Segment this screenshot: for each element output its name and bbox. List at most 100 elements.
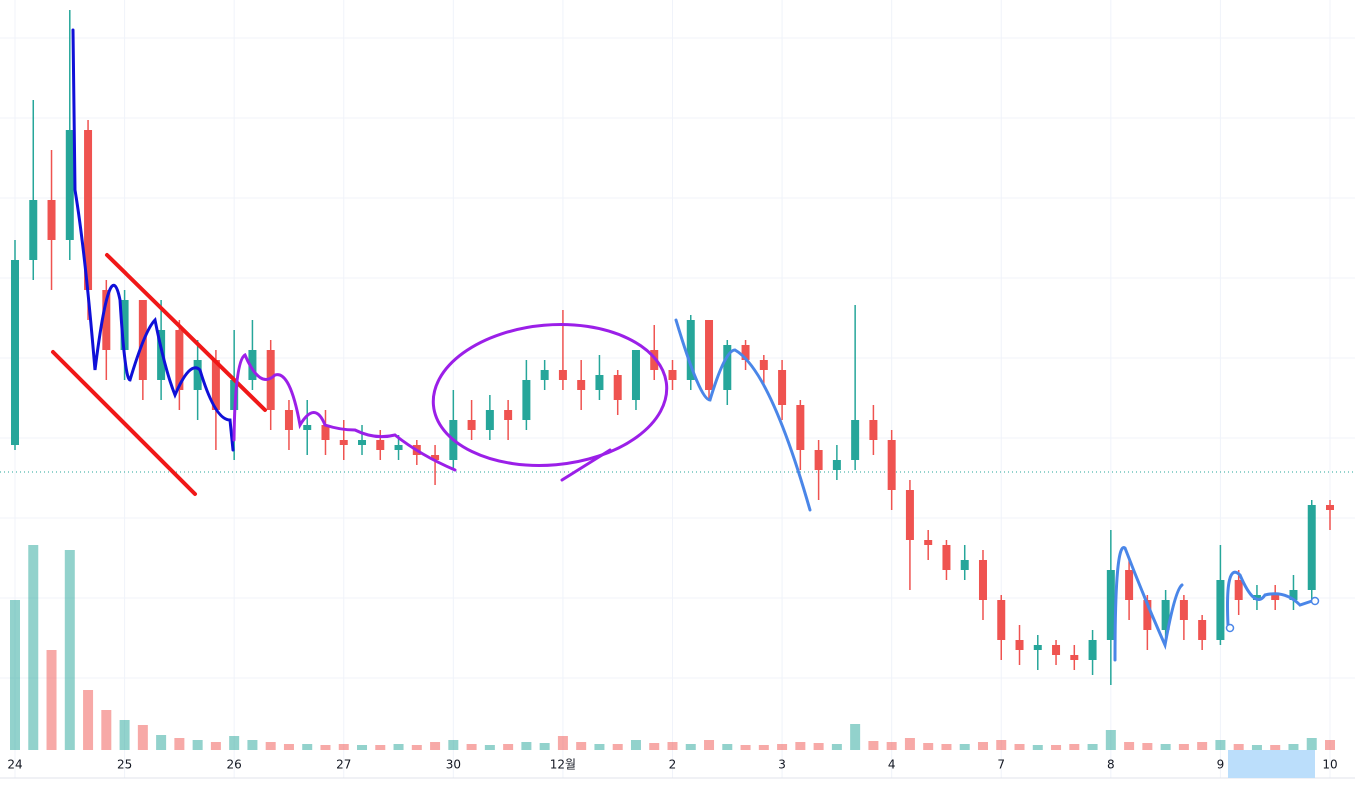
- candle-body: [193, 360, 202, 390]
- volume-bar: [265, 742, 276, 750]
- volume-bar: [557, 736, 568, 750]
- volume-bar: [594, 744, 605, 750]
- volume-bar: [886, 742, 897, 750]
- candle-body: [504, 410, 513, 420]
- volume-bar: [1197, 742, 1208, 750]
- candle-body: [1216, 580, 1225, 640]
- volume-bar: [831, 744, 842, 750]
- x-tick-label: 30: [446, 758, 461, 772]
- candle-body: [631, 350, 640, 400]
- candle-body: [47, 200, 56, 240]
- candle-body: [1015, 640, 1024, 650]
- volume-bar: [174, 738, 185, 750]
- x-tick-label: 10: [1322, 758, 1337, 772]
- candle-body: [522, 380, 531, 420]
- volume-bar: [1014, 744, 1025, 750]
- candle-body: [339, 440, 348, 445]
- candle-body: [650, 350, 659, 370]
- candle-body: [11, 260, 19, 445]
- volume-bar: [868, 741, 879, 750]
- volume-bar: [338, 744, 349, 750]
- volume-bar: [1032, 745, 1043, 750]
- candle-body: [741, 345, 750, 360]
- candle-body: [759, 360, 768, 370]
- candle-body: [467, 420, 476, 430]
- volume-bar: [1069, 744, 1080, 750]
- candle-body: [540, 370, 549, 380]
- volume-bar: [229, 736, 240, 750]
- volume-bar: [850, 724, 861, 750]
- volume-bar: [430, 742, 441, 750]
- candle-body: [686, 320, 695, 380]
- candle-body: [924, 540, 933, 545]
- volume-bar: [795, 742, 806, 750]
- candle-body: [1143, 600, 1152, 630]
- volume-bar: [667, 742, 678, 750]
- candle-body: [942, 545, 951, 570]
- x-tick-label: 7: [997, 758, 1005, 772]
- x-tick-label: 24: [7, 758, 22, 772]
- volume-bar: [1251, 745, 1262, 750]
- volume-bar: [119, 720, 130, 750]
- volume-bar: [1160, 744, 1171, 750]
- volume-bar: [923, 743, 934, 750]
- x-tick-label: 27: [336, 758, 351, 772]
- candle-body: [905, 490, 914, 540]
- candle-body: [814, 450, 823, 470]
- candle-body: [266, 350, 275, 410]
- volume-bar: [1325, 740, 1335, 750]
- volume-bar: [503, 744, 514, 750]
- volume-bar: [1306, 738, 1317, 750]
- candle-body: [1234, 580, 1243, 600]
- candle-body: [705, 320, 714, 390]
- candle-body: [796, 405, 805, 450]
- candle-body: [1070, 655, 1079, 660]
- volume-bar: [740, 745, 751, 750]
- candle-body: [577, 380, 586, 390]
- candle-body: [887, 440, 896, 490]
- x-tick-label: 12월: [550, 758, 576, 772]
- candle-body: [1161, 600, 1170, 630]
- volume-bar: [375, 745, 386, 750]
- candle-body: [1052, 645, 1061, 655]
- candle-body: [595, 375, 604, 390]
- candle-body: [778, 370, 787, 405]
- candle-body: [175, 330, 184, 390]
- volume-bar: [393, 744, 404, 750]
- x-tick-label: 8: [1107, 758, 1115, 772]
- volume-bar: [941, 744, 952, 750]
- volume-bar: [977, 742, 988, 750]
- volume-bar: [101, 710, 112, 750]
- candle-body: [1179, 600, 1188, 620]
- volume-bar: [302, 744, 313, 750]
- candle-body: [211, 360, 220, 410]
- volume-bar: [357, 745, 368, 750]
- volume-bar: [1051, 745, 1062, 750]
- candle-body: [65, 130, 74, 240]
- drawings: [51, 28, 1320, 662]
- candle-body: [832, 460, 841, 470]
- volume-bar: [959, 744, 970, 750]
- candle-body: [869, 420, 878, 440]
- volume-bar: [484, 745, 495, 750]
- candle-body: [303, 425, 312, 430]
- volume-bar: [1178, 744, 1189, 750]
- range-highlight: [1228, 750, 1315, 778]
- volume-bar: [247, 740, 258, 750]
- volume-bar: [1087, 744, 1098, 750]
- x-tick-label: 2: [669, 758, 677, 772]
- x-tick-label: 4: [888, 758, 896, 772]
- volume-bar: [283, 744, 294, 750]
- candle-body: [102, 290, 111, 350]
- candle-body: [120, 300, 129, 350]
- candle-body: [613, 375, 622, 400]
- volume-bar: [137, 725, 148, 750]
- x-tick-label: 9: [1217, 758, 1225, 772]
- candle-body: [1033, 645, 1042, 650]
- volume-bar: [64, 550, 75, 750]
- volume-bar: [156, 735, 167, 750]
- volume-bar: [649, 743, 660, 750]
- candle-body: [723, 345, 732, 390]
- candle-body: [358, 440, 367, 445]
